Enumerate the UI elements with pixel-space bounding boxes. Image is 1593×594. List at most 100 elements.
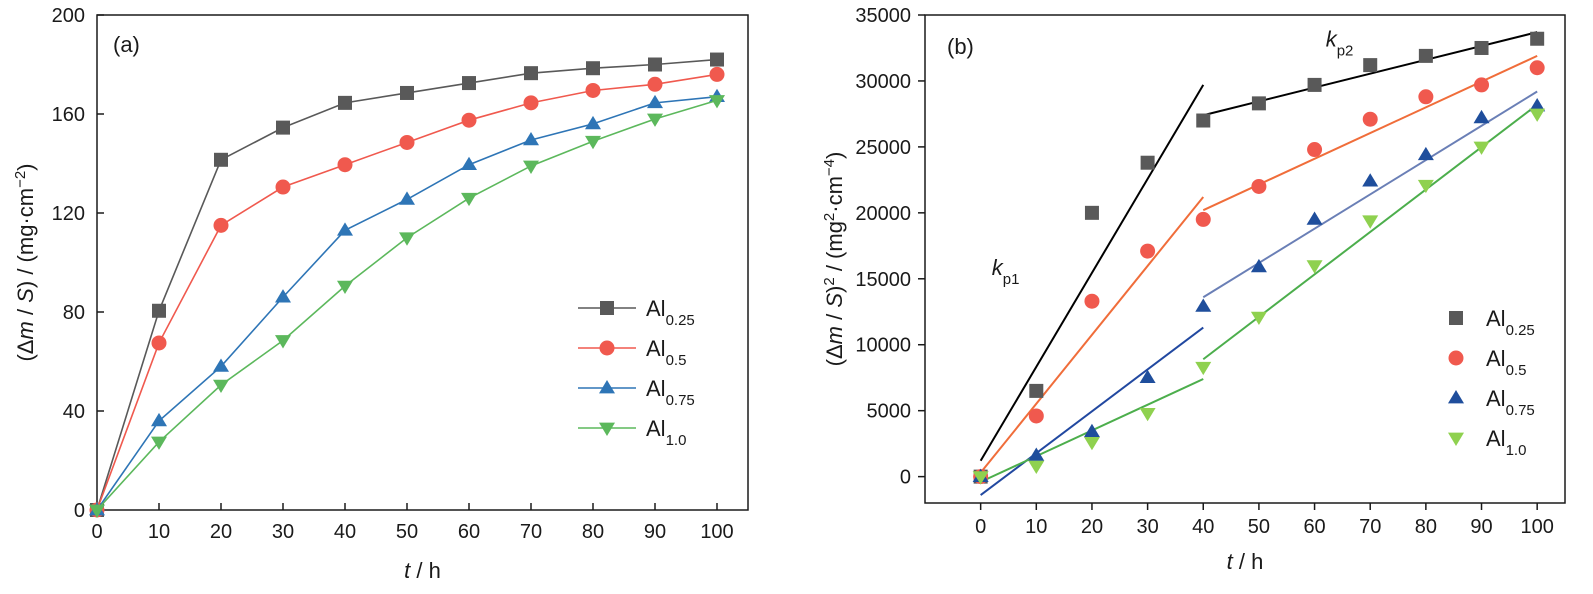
data-point [1195, 211, 1211, 227]
data-point [1195, 298, 1212, 312]
data-point [648, 57, 662, 72]
data-point [337, 157, 353, 173]
data-point [1250, 311, 1267, 326]
y-tick-label: 200 [52, 5, 85, 27]
data-point [709, 95, 725, 109]
x-tick-label: 20 [1081, 516, 1103, 538]
legend-marker [600, 301, 614, 315]
data-point [1418, 89, 1434, 105]
data-point [276, 120, 290, 135]
data-point [1473, 109, 1490, 124]
fit-line [979, 84, 1205, 462]
data-point [461, 156, 477, 171]
x-axis-label: t / h [404, 558, 441, 583]
data-point [1529, 60, 1545, 76]
data-point [89, 504, 105, 518]
y-tick-label: 35000 [855, 5, 911, 27]
data-point [1250, 258, 1267, 273]
data-point [585, 82, 601, 98]
legend-marker [599, 340, 615, 356]
data-point [275, 289, 291, 303]
panel-label: (b) [947, 34, 974, 59]
data-point [275, 179, 291, 195]
legend: Al0.25 Al0.5 Al0.75 Al1.0 [578, 296, 695, 449]
legend-label: Al0.25 [1486, 306, 1535, 339]
data-point [1474, 40, 1489, 55]
legend-marker [1449, 311, 1463, 325]
legend-label: Al1.0 [1486, 426, 1526, 459]
series-Al0.25 [90, 52, 724, 517]
legend-entry: Al0.25 [578, 296, 695, 329]
series-Al1.0 [972, 108, 1546, 485]
legend-label: Al1.0 [646, 416, 686, 449]
data-point [1084, 293, 1100, 309]
data-point [1417, 146, 1434, 161]
y-tick-label: 0 [900, 467, 911, 489]
legend-label: Al0.5 [1486, 346, 1526, 379]
series-Al0.75 [972, 98, 1546, 482]
legend-label: Al0.25 [646, 296, 695, 329]
data-point [1139, 407, 1156, 422]
panel-label: (a) [113, 32, 140, 57]
data-point [585, 115, 601, 130]
y-axis-label: (Δm / S)2 / (mg2·cm−4) [821, 152, 848, 367]
y-tick-label: 80 [63, 302, 85, 324]
y-tick-label: 15000 [855, 269, 911, 291]
plot-area-frame [924, 14, 1566, 504]
x-tick-label: 20 [210, 521, 232, 543]
legend: Al0.25 Al0.5 Al0.75 Al1.0 [1448, 306, 1535, 459]
data-point [1362, 173, 1379, 187]
data-point [586, 61, 600, 76]
y-tick-label: 0 [74, 500, 85, 522]
data-point [399, 134, 415, 150]
data-point [1530, 31, 1545, 46]
y-tick-label: 160 [52, 104, 85, 126]
legend-marker [599, 422, 615, 436]
data-point [1251, 96, 1266, 111]
x-tick-label: 80 [582, 521, 604, 543]
x-tick-label: 60 [458, 521, 480, 543]
data-point [337, 280, 353, 294]
data-point [1306, 211, 1323, 225]
data-point [523, 132, 539, 146]
legend-label: Al0.75 [646, 376, 695, 409]
legend-entry: Al1.0 [1448, 426, 1526, 459]
x-tick-label: 50 [1248, 516, 1270, 538]
x-tick-label: 100 [1520, 516, 1553, 538]
data-point [972, 471, 989, 485]
data-point [461, 192, 477, 207]
data-point [1307, 77, 1322, 92]
x-tick-label: 0 [975, 516, 986, 538]
data-point [400, 85, 414, 100]
data-point [585, 135, 601, 150]
x-tick-label: 90 [644, 521, 666, 543]
data-point [1307, 142, 1323, 158]
data-point [1473, 141, 1490, 155]
data-point [1028, 408, 1044, 424]
data-point [151, 335, 167, 351]
chart-panel-a: 0 10 20 30 40 50 60 70 80 90 100 0 40 80 120 160 200 t / … [12, 5, 749, 583]
data-point [399, 232, 415, 246]
series-Al1.0 [89, 95, 725, 518]
data-point [1083, 437, 1100, 451]
data-point [1251, 178, 1267, 194]
data-point [1418, 48, 1433, 63]
data-point [1362, 111, 1378, 127]
data-point [461, 112, 477, 128]
y-tick-label: 30000 [855, 71, 911, 93]
data-point [213, 379, 229, 393]
x-tick-label: 70 [520, 521, 542, 543]
data-point [523, 160, 539, 174]
legend-marker [1448, 432, 1464, 446]
data-point [1084, 205, 1099, 220]
data-point [1140, 155, 1155, 170]
y-tick-label: 5000 [867, 401, 912, 423]
data-point [1028, 460, 1045, 475]
series-Al0.5 [89, 66, 725, 518]
x-tick-label: 30 [272, 521, 294, 543]
y-tick-label: 20000 [855, 203, 911, 225]
x-tick-label: 10 [1025, 516, 1047, 538]
fit-line [979, 196, 1205, 474]
legend-entry: Al0.5 [1448, 346, 1526, 379]
legend-marker [599, 380, 615, 394]
